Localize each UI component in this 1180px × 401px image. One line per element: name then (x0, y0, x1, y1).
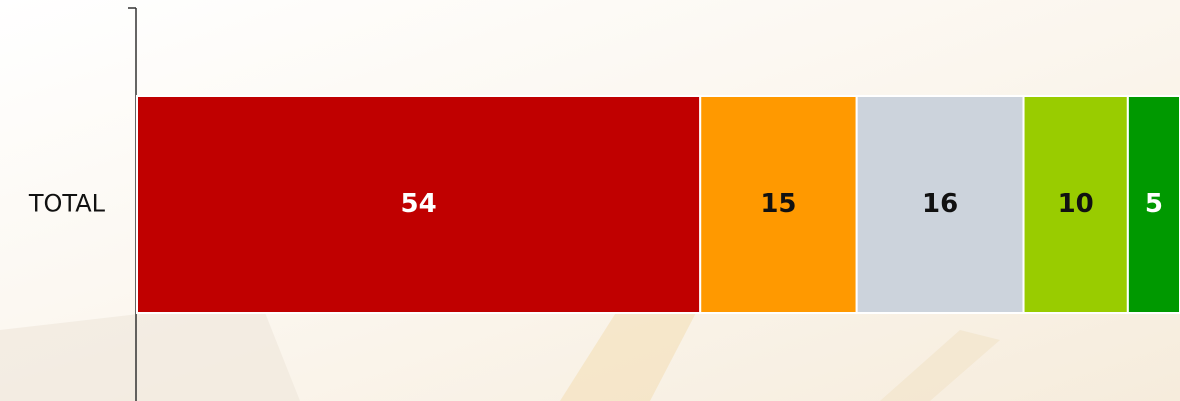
y-tick-label: TOTAL (28, 190, 106, 218)
data-label: 10 (1058, 189, 1094, 219)
chart: TOTAL 54 15 16 10 5 (0, 0, 1180, 401)
data-label: 54 (401, 189, 437, 219)
data-label: 16 (922, 189, 958, 219)
data-label: 15 (760, 189, 796, 219)
page: TOTAL541516105 (() => { const data = JSO… (0, 0, 1180, 401)
data-label: 5 (1145, 189, 1163, 219)
